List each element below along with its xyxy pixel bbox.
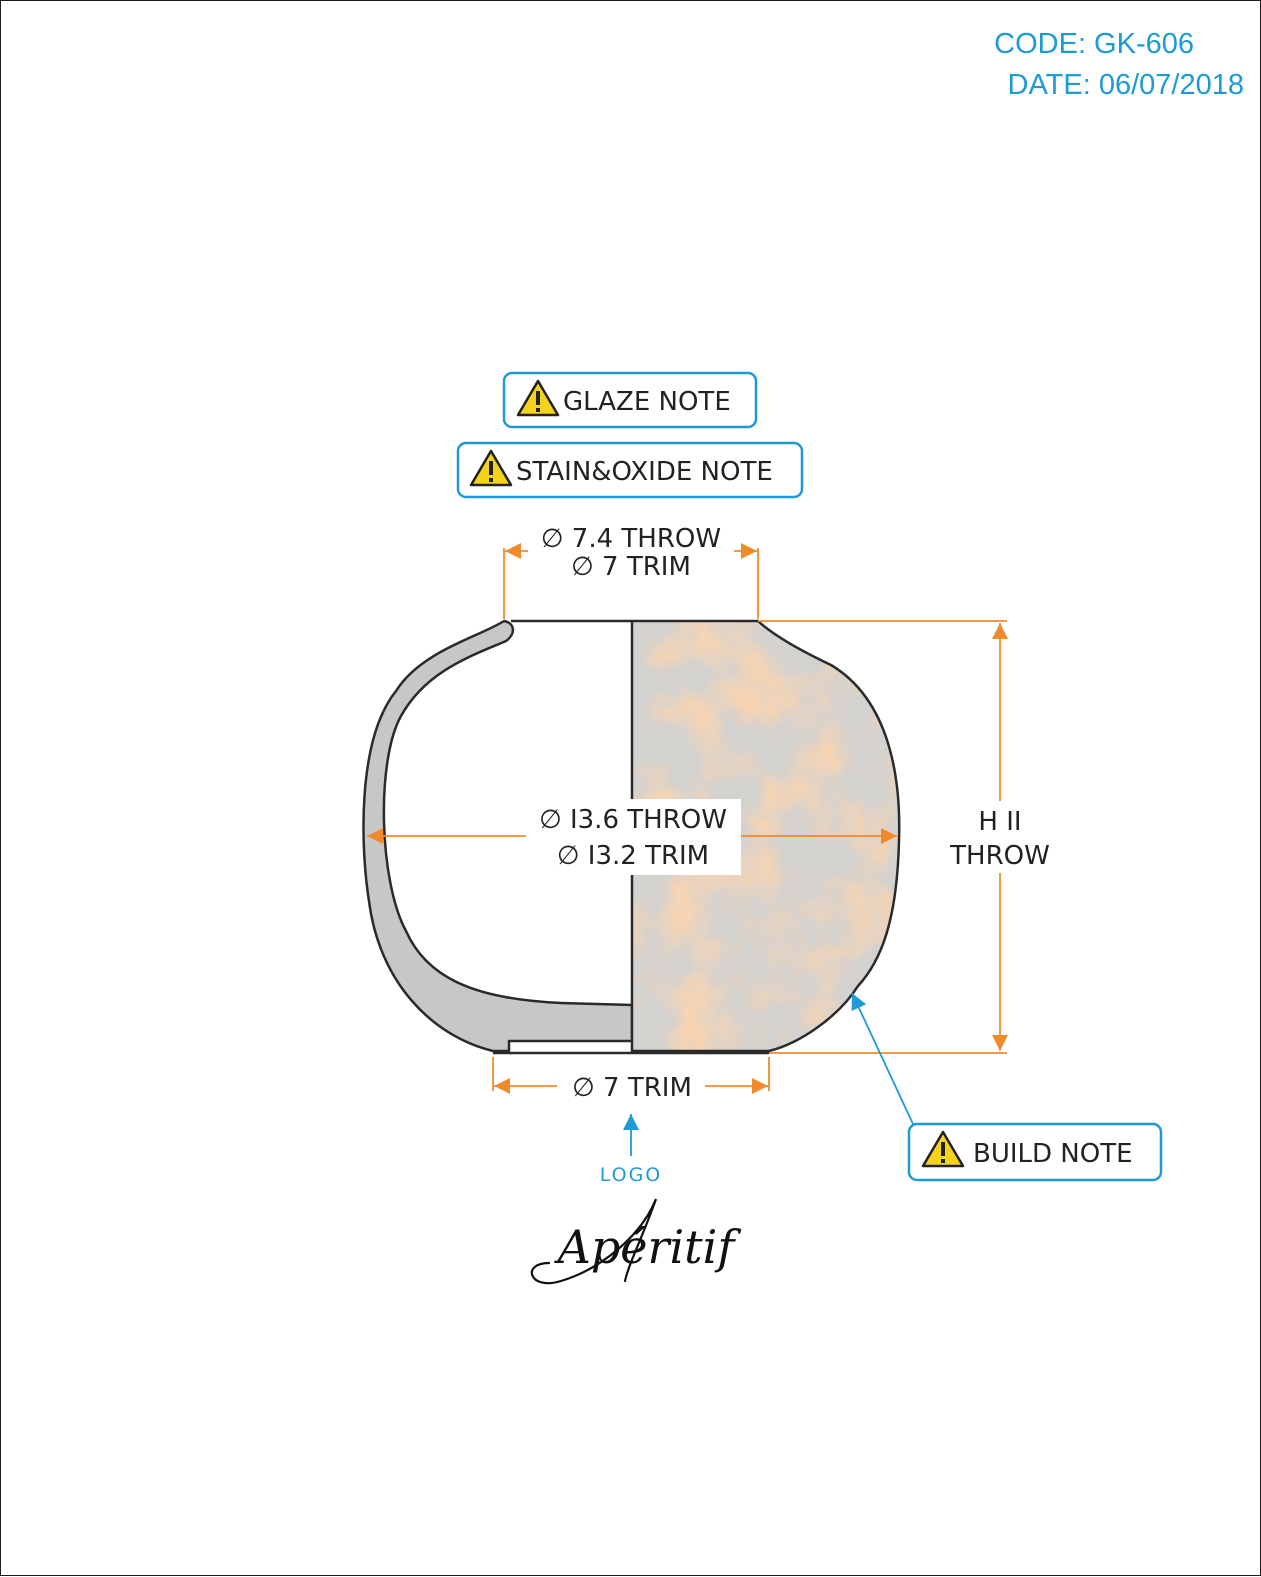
glaze-note-box: GLAZE NOTE	[502, 371, 758, 429]
stain-oxide-note-box: STAIN&OXIDE NOTE	[456, 441, 804, 499]
logo-marker: LOGO	[600, 1114, 663, 1186]
build-note-box: BUILD NOTE	[907, 1122, 1163, 1182]
build-note-label: BUILD NOTE	[973, 1139, 1133, 1169]
wall-section	[362, 619, 634, 1053]
glaze-note-label: GLAZE NOTE	[563, 387, 731, 417]
warning-icon	[921, 1130, 965, 1168]
warning-icon	[469, 449, 513, 487]
mid-trim-label: ∅ I3.2 TRIM	[557, 841, 709, 871]
logo-label: LOGO	[600, 1164, 663, 1186]
date-label: DATE: 06/07/2018	[1008, 69, 1244, 101]
warning-icon	[516, 379, 560, 417]
height-type-label: THROW	[949, 841, 1050, 871]
mid-throw-label: ∅ I3.6 THROW	[539, 805, 727, 835]
foot-dimension: ∅ 7 TRIM	[492, 1057, 770, 1103]
vessel-cross-section	[362, 619, 634, 1055]
top-opening-dimension: ∅ 7.4 THROW ∅ 7 TRIM	[503, 524, 759, 619]
build-note-leader	[851, 992, 914, 1125]
max-diameter-dimension: ∅ I3.6 THROW ∅ I3.2 TRIM	[367, 799, 897, 875]
height-dimension: H II THROW	[758, 620, 1050, 1054]
brand-wordmark: Apéritif	[554, 1220, 742, 1274]
brand-logo: Apéritif	[530, 1198, 742, 1285]
stain-oxide-note-label: STAIN&OXIDE NOTE	[516, 457, 773, 487]
bottom-trim-label: ∅ 7 TRIM	[572, 1073, 692, 1103]
height-value-label: H II	[978, 807, 1021, 837]
top-trim-label: ∅ 7 TRIM	[571, 552, 691, 582]
top-throw-label: ∅ 7.4 THROW	[541, 524, 721, 554]
code-label: CODE: GK-606	[994, 28, 1194, 60]
